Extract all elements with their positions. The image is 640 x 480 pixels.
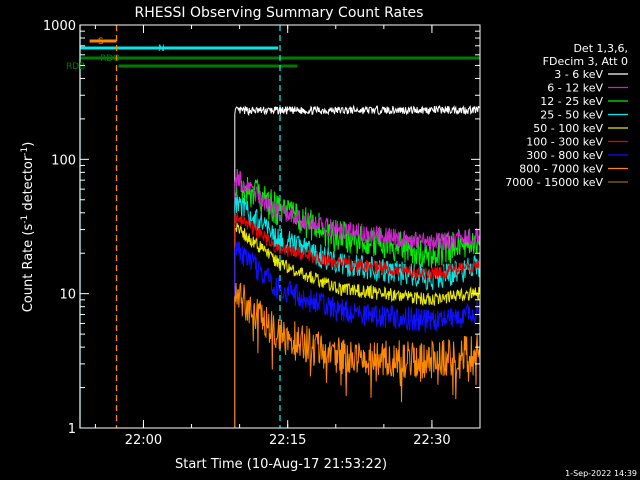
series-line-3	[234, 194, 480, 428]
flag-label-rdo: RDO	[100, 54, 120, 64]
flag-label-rdb: RDB	[66, 62, 85, 72]
series-line-2	[234, 168, 480, 428]
y-tick-label-0: 1	[68, 422, 76, 437]
series-line-4	[234, 222, 480, 428]
flag-label-n: N	[158, 44, 165, 54]
flag-label-s: S	[98, 37, 104, 47]
y-axis-label: Count Rate (s-1 detector-1)	[20, 142, 36, 313]
y-axis-label-mid: detector	[21, 155, 36, 215]
series-line-7	[234, 282, 480, 428]
y-axis-label-end: )	[21, 142, 36, 147]
y-axis-label-main: Count Rate (s	[21, 224, 36, 313]
series-line-1	[234, 170, 480, 428]
plot-frame	[79, 24, 481, 429]
legend-label-3: 25 - 50 keV	[540, 109, 603, 122]
legend-label-1: 6 - 12 keV	[547, 82, 603, 95]
y-tick-label-3: 1000	[43, 19, 76, 34]
legend-header-0: Det 1,3,6,	[573, 42, 628, 55]
legend-label-6: 300 - 800 keV	[526, 149, 603, 162]
x-tick-label-1: 22:15	[269, 433, 306, 448]
series-line-0	[234, 104, 480, 428]
y-axis-label-sup2: -1	[20, 147, 30, 156]
legend-label-4: 50 - 100 keV	[533, 122, 603, 135]
legend-label-2: 12 - 25 keV	[540, 95, 603, 108]
y-tick-label-2: 100	[51, 153, 76, 168]
x-tick-label-2: 22:30	[413, 433, 450, 448]
y-tick-label-1: 10	[59, 288, 76, 303]
legend-header-1: FDecim 3, Att 0	[543, 55, 628, 68]
series-layer	[234, 104, 480, 428]
axes-layer: S N RDO RDB 22:00 22:15 22:30 1 10 100 1000	[43, 19, 481, 448]
legend-label-7: 800 - 7000 keV	[519, 163, 603, 176]
legend-label-8: 7000 - 15000 keV	[505, 176, 603, 189]
x-tick-label-0: 22:00	[125, 433, 162, 448]
timestamp: 1-Sep-2022 14:39	[565, 469, 637, 478]
y-axis-label-sup1: -1	[20, 215, 30, 224]
x-axis-label: Start Time (10-Aug-17 21:53:22)	[175, 457, 387, 472]
legend-label-5: 100 - 300 keV	[526, 136, 603, 149]
flags-layer	[80, 39, 480, 68]
series-line-5	[234, 210, 480, 428]
series-line-6	[234, 241, 480, 428]
legend-label-0: 3 - 6 keV	[554, 68, 603, 81]
chart-title: RHESSI Observing Summary Count Rates	[135, 5, 424, 21]
